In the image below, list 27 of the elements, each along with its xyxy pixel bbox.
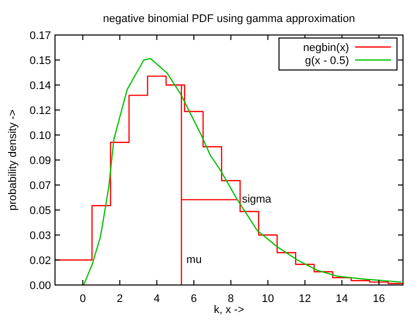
legend-label: negbin(x) [303, 42, 349, 54]
x-tick-label: 6 [190, 293, 197, 305]
chart-title: negative binomial PDF using gamma approximation [103, 13, 355, 25]
annotation: sigma [242, 194, 272, 206]
y-tick-label: 0.03 [30, 230, 51, 242]
y-axis-title: probability density -> [7, 109, 19, 211]
legend-label: g(x - 0.5) [304, 55, 349, 67]
x-tick-label: 16 [372, 293, 386, 305]
y-tick-label: 0.10 [30, 130, 51, 142]
x-tick-label: 2 [116, 293, 123, 305]
x-tick-label: 8 [228, 293, 234, 305]
y-tick-label: 0.15 [30, 55, 51, 67]
y-tick-label: 0.12 [30, 105, 51, 117]
y-tick-label: 0.17 [30, 30, 51, 42]
x-tick-label: 4 [154, 293, 160, 305]
y-tick-label: 0.02 [30, 255, 51, 267]
y-tick-label: 0.05 [30, 205, 51, 217]
annotation: mu [186, 254, 202, 266]
x-tick-label: 10 [262, 293, 274, 305]
y-tick-label: 0.07 [30, 180, 51, 192]
y-tick-label: 0.09 [30, 155, 51, 167]
x-tick-label: 14 [336, 293, 348, 305]
x-axis-title: k, x -> [214, 304, 244, 316]
x-tick-label: 0 [80, 293, 86, 305]
x-tick-label: 12 [298, 293, 312, 305]
y-tick-label: 0.00 [30, 280, 51, 292]
y-tick-label: 0.14 [30, 80, 51, 92]
